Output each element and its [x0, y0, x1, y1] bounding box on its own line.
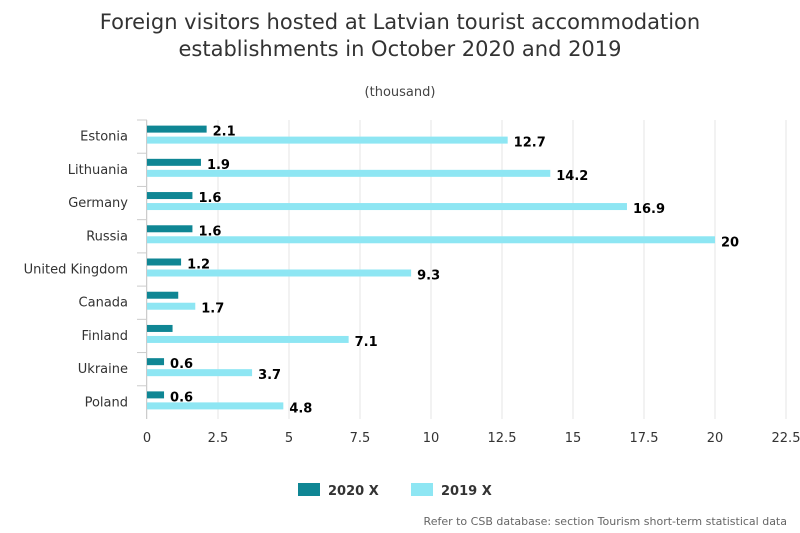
- category-label: Germany: [68, 196, 128, 211]
- data-label-2019: 20: [721, 235, 739, 250]
- data-label-2019: 7.1: [355, 335, 378, 350]
- bar-2019[interactable]: [147, 203, 627, 211]
- category-label: Ukraine: [78, 362, 128, 377]
- legend-label-2020: 2020 X: [328, 484, 379, 499]
- legend: 2020 X 2019 X: [298, 483, 492, 499]
- credit-text[interactable]: Refer to CSB database: section Tourism s…: [424, 515, 787, 528]
- data-label-2019: 12.7: [514, 136, 546, 151]
- x-tick-label: 10: [423, 431, 440, 446]
- data-label-2019: 1.7: [201, 302, 224, 317]
- bar-2019[interactable]: [147, 335, 349, 343]
- data-label-2019: 9.3: [417, 269, 440, 284]
- category-label: Lithuania: [68, 163, 128, 178]
- x-tick-label: 12.5: [488, 431, 517, 446]
- x-tick-label: 15: [565, 431, 582, 446]
- data-labels: 2.1 12.7 1.9 14.2 1.6 16.9 1.6 20 1.2 9.3 1.7 7.1 0.…: [170, 125, 739, 417]
- bar-2019[interactable]: [147, 369, 253, 377]
- bar-2020[interactable]: [147, 291, 179, 299]
- data-label-2019: 3.7: [258, 368, 281, 383]
- data-label-2020: 1.6: [198, 224, 221, 239]
- legend-item-2020[interactable]: 2020 X: [298, 483, 379, 499]
- data-label-2019: 16.9: [633, 202, 665, 217]
- legend-item-2019[interactable]: 2019 X: [411, 483, 492, 499]
- data-label-2020: 0.6: [170, 390, 193, 405]
- chart-subtitle: (thousand): [365, 85, 436, 100]
- data-label-2020: 1.2: [187, 258, 210, 273]
- data-label-2020: 1.9: [207, 158, 230, 173]
- category-label: Russia: [86, 229, 128, 244]
- x-tick-label: 7.5: [350, 431, 371, 446]
- data-label-2019: 14.2: [556, 169, 588, 184]
- legend-label-2019: 2019 X: [441, 484, 492, 499]
- x-tick-label: 17.5: [630, 431, 659, 446]
- bar-2019[interactable]: [147, 402, 284, 410]
- category-label: Poland: [85, 395, 128, 410]
- x-tick-label: 2.5: [208, 431, 229, 446]
- bar-2019[interactable]: [147, 269, 412, 277]
- category-label: Estonia: [80, 130, 128, 145]
- bar-2020[interactable]: [147, 258, 182, 266]
- bar-2020[interactable]: [147, 125, 207, 133]
- legend-swatch-2020: [298, 483, 320, 496]
- chart-title-line-2: establishments in October 2020 and 2019: [178, 37, 621, 61]
- category-label: Canada: [79, 296, 128, 311]
- bar-2020[interactable]: [147, 324, 173, 332]
- data-label-2020: 0.6: [170, 357, 193, 372]
- x-tick-label: 0: [143, 431, 151, 446]
- data-label-2020: 1.6: [198, 191, 221, 206]
- bar-2019[interactable]: [147, 136, 508, 144]
- bar-2020[interactable]: [147, 225, 193, 233]
- data-label-2020: 2.1: [213, 125, 236, 140]
- x-tick-label: 5: [285, 431, 293, 446]
- bars: [147, 125, 715, 410]
- bar-2020[interactable]: [147, 192, 193, 200]
- data-label-2019: 4.8: [289, 401, 312, 416]
- bar-2019[interactable]: [147, 236, 715, 244]
- bar-2019[interactable]: [147, 169, 551, 177]
- x-axis-ticks: 0 2.5 5 7.5 10 12.5 15 17.5 20 22.5: [143, 431, 800, 446]
- category-label: United Kingdom: [24, 263, 128, 278]
- category-label: Finland: [82, 329, 128, 344]
- bar-2020[interactable]: [147, 158, 201, 166]
- chart-title-line-1: Foreign visitors hosted at Latvian touri…: [100, 10, 700, 34]
- x-tick-label: 22.5: [772, 431, 800, 446]
- bar-2019[interactable]: [147, 302, 196, 310]
- legend-swatch-2019: [411, 483, 433, 496]
- bar-2020[interactable]: [147, 358, 165, 366]
- category-labels: Estonia Lithuania Germany Russia United King…: [24, 130, 129, 411]
- bar-2020[interactable]: [147, 391, 165, 399]
- x-tick-label: 20: [707, 431, 724, 446]
